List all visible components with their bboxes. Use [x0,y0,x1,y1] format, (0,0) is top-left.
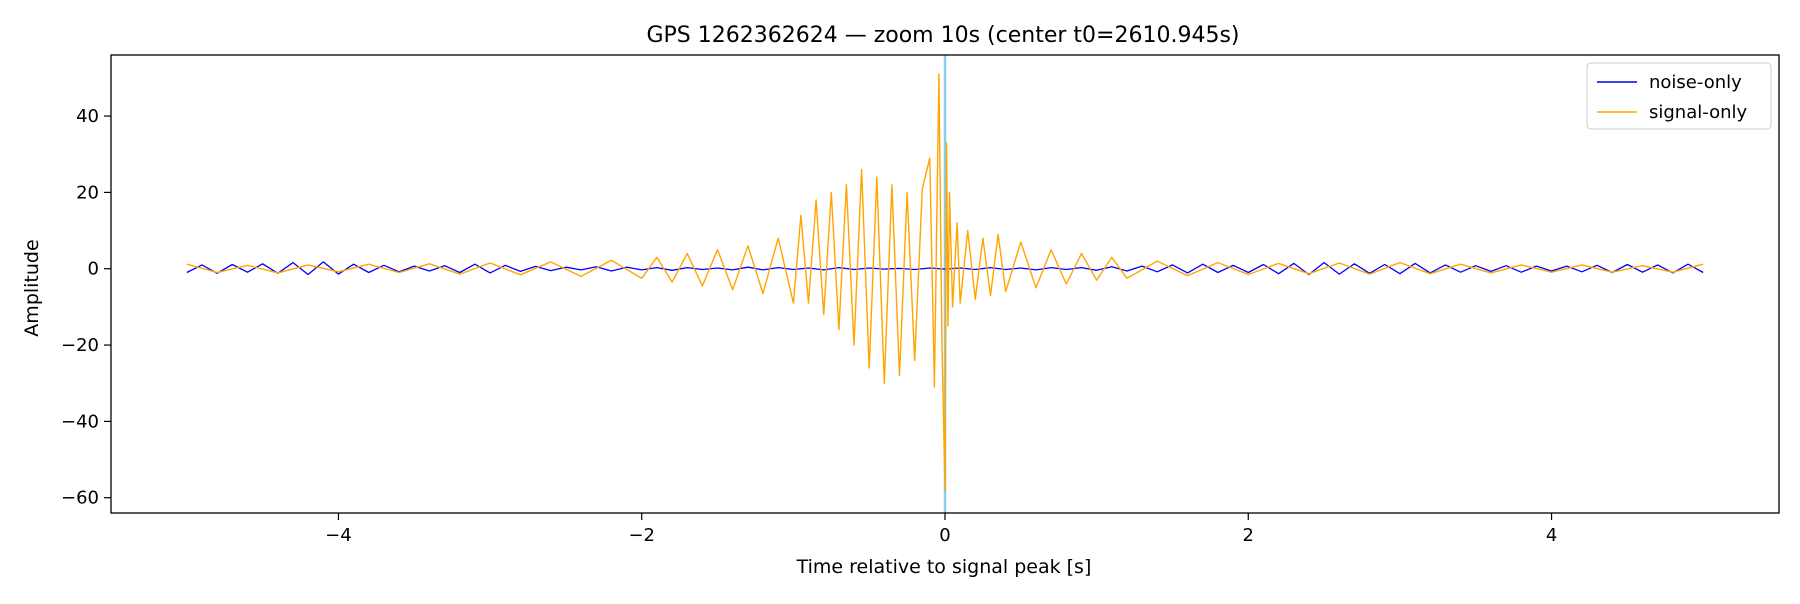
x-tick-label: 2 [1243,525,1254,546]
x-axis-label: Time relative to signal peak [s] [796,556,1092,578]
x-tick-label: 0 [939,525,950,546]
x-tick-label: 4 [1546,525,1557,546]
x-tick-label: −4 [325,525,352,546]
y-tick-label: 20 [76,182,99,203]
legend: noise-only signal-only [1586,62,1772,130]
series-line-signal-only [186,73,1704,491]
y-tick-label: 40 [76,106,99,127]
legend-label-signal-only: signal-only [1649,102,1747,123]
y-axis-label: Amplitude [21,239,43,336]
y-tick-label: 0 [88,259,99,280]
chart-title: GPS 1262362624 — zoom 10s (center t0=261… [646,23,1239,48]
y-tick-label: −20 [61,335,99,356]
y-tick-label: −60 [61,488,99,509]
y-tick-label: −40 [61,411,99,432]
legend-label-noise-only: noise-only [1649,72,1742,93]
x-tick-label: −2 [628,525,655,546]
